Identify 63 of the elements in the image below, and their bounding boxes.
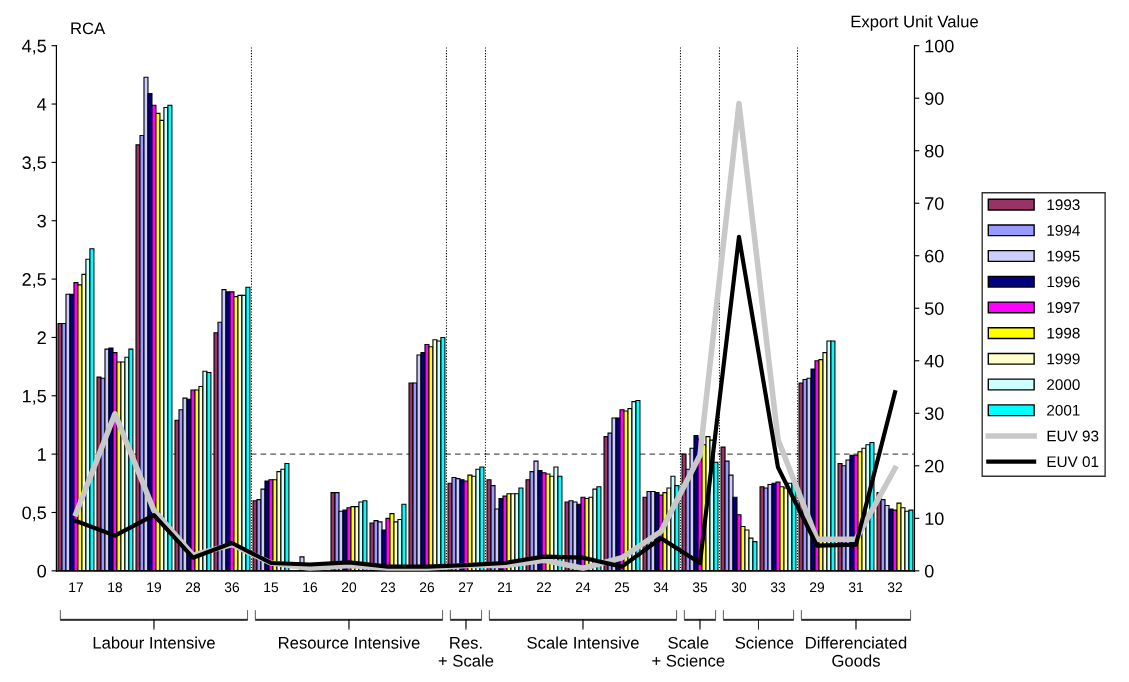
y2-tick-label: 10 [925, 512, 944, 526]
legend-label: 1995 [1047, 250, 1080, 262]
text: Scale + Science [652, 636, 725, 667]
y2-tick-label: 0 [924, 564, 934, 578]
y2-axis-title: Export Unit Value [851, 15, 978, 31]
text: Differenciated Goods [806, 636, 907, 667]
y2-tick-label: 50 [924, 302, 944, 315]
y2-tick-label: 20 [925, 459, 944, 473]
legend-label: 1994 [1047, 225, 1080, 236]
text: Labour Intensive [93, 636, 215, 649]
x-tick-label: 36 [224, 582, 240, 593]
x-tick-label: 25 [614, 582, 630, 593]
y-tick-label: 1,5 [23, 389, 46, 405]
y2-tick-label: 100 [925, 39, 954, 53]
y-tick-label: 4 [37, 98, 47, 111]
y2-tick-label: 80 [925, 144, 944, 158]
x-tick-label: 24 [575, 582, 591, 593]
legend-label: 1993 [1047, 199, 1080, 211]
legend-label: 1998 [1047, 327, 1080, 339]
y2-tick-label: 70 [925, 197, 944, 210]
x-tick-label: 30 [731, 582, 747, 593]
x-tick-label: 27 [458, 582, 473, 593]
y2-tick-label: 60 [925, 249, 944, 263]
x-tick-label: 29 [809, 582, 825, 593]
y2-tick-label: 40 [924, 354, 944, 368]
legend-label: 2001 [1047, 404, 1080, 416]
text: Resource Intensive [279, 636, 420, 649]
y-axis-title: RCA [71, 22, 106, 35]
y2-tick-label: 30 [924, 407, 944, 421]
text: Res. + Scale [438, 637, 494, 667]
y-tick-label: 0,5 [22, 506, 46, 522]
x-tick-label: 16 [303, 582, 318, 593]
x-tick-label: 26 [419, 582, 435, 593]
x-tick-label: 17 [69, 582, 83, 593]
x-tick-label: 28 [185, 582, 201, 593]
y-tick-label: 2,5 [22, 273, 46, 288]
legend-label: 1996 [1047, 276, 1080, 288]
y-tick-label: 3,5 [22, 156, 46, 172]
x-tick-label: 23 [380, 582, 396, 593]
y-tick-label: 4,5 [22, 39, 46, 55]
x-tick-label: 22 [536, 582, 551, 593]
text: Science [735, 636, 794, 649]
legend-label: 2000 [1047, 379, 1080, 391]
y2-tick-label: 90 [925, 92, 944, 105]
x-tick-label: 18 [108, 582, 123, 593]
x-tick-label: 21 [497, 582, 513, 593]
x-tick-label: 19 [147, 582, 162, 593]
x-tick-label: 31 [848, 582, 864, 593]
legend-label: EUV 01 [1047, 456, 1099, 468]
y-tick-label: 0 [37, 564, 47, 578]
y-tick-label: 2 [37, 331, 46, 344]
y-tick-label: 1 [38, 448, 46, 461]
legend-label: 1999 [1047, 353, 1080, 365]
x-tick-label: 34 [653, 582, 669, 593]
x-tick-label: 35 [692, 582, 708, 593]
y-tick-label: 3 [37, 214, 46, 228]
x-tick-label: 32 [887, 582, 903, 593]
x-tick-label: 15 [264, 582, 279, 593]
x-tick-label: 20 [341, 582, 357, 593]
legend-label: 1997 [1047, 302, 1080, 313]
x-tick-label: 33 [770, 582, 786, 593]
legend-label: EUV 93 [1047, 430, 1099, 442]
text: Scale Intensive [527, 636, 639, 649]
